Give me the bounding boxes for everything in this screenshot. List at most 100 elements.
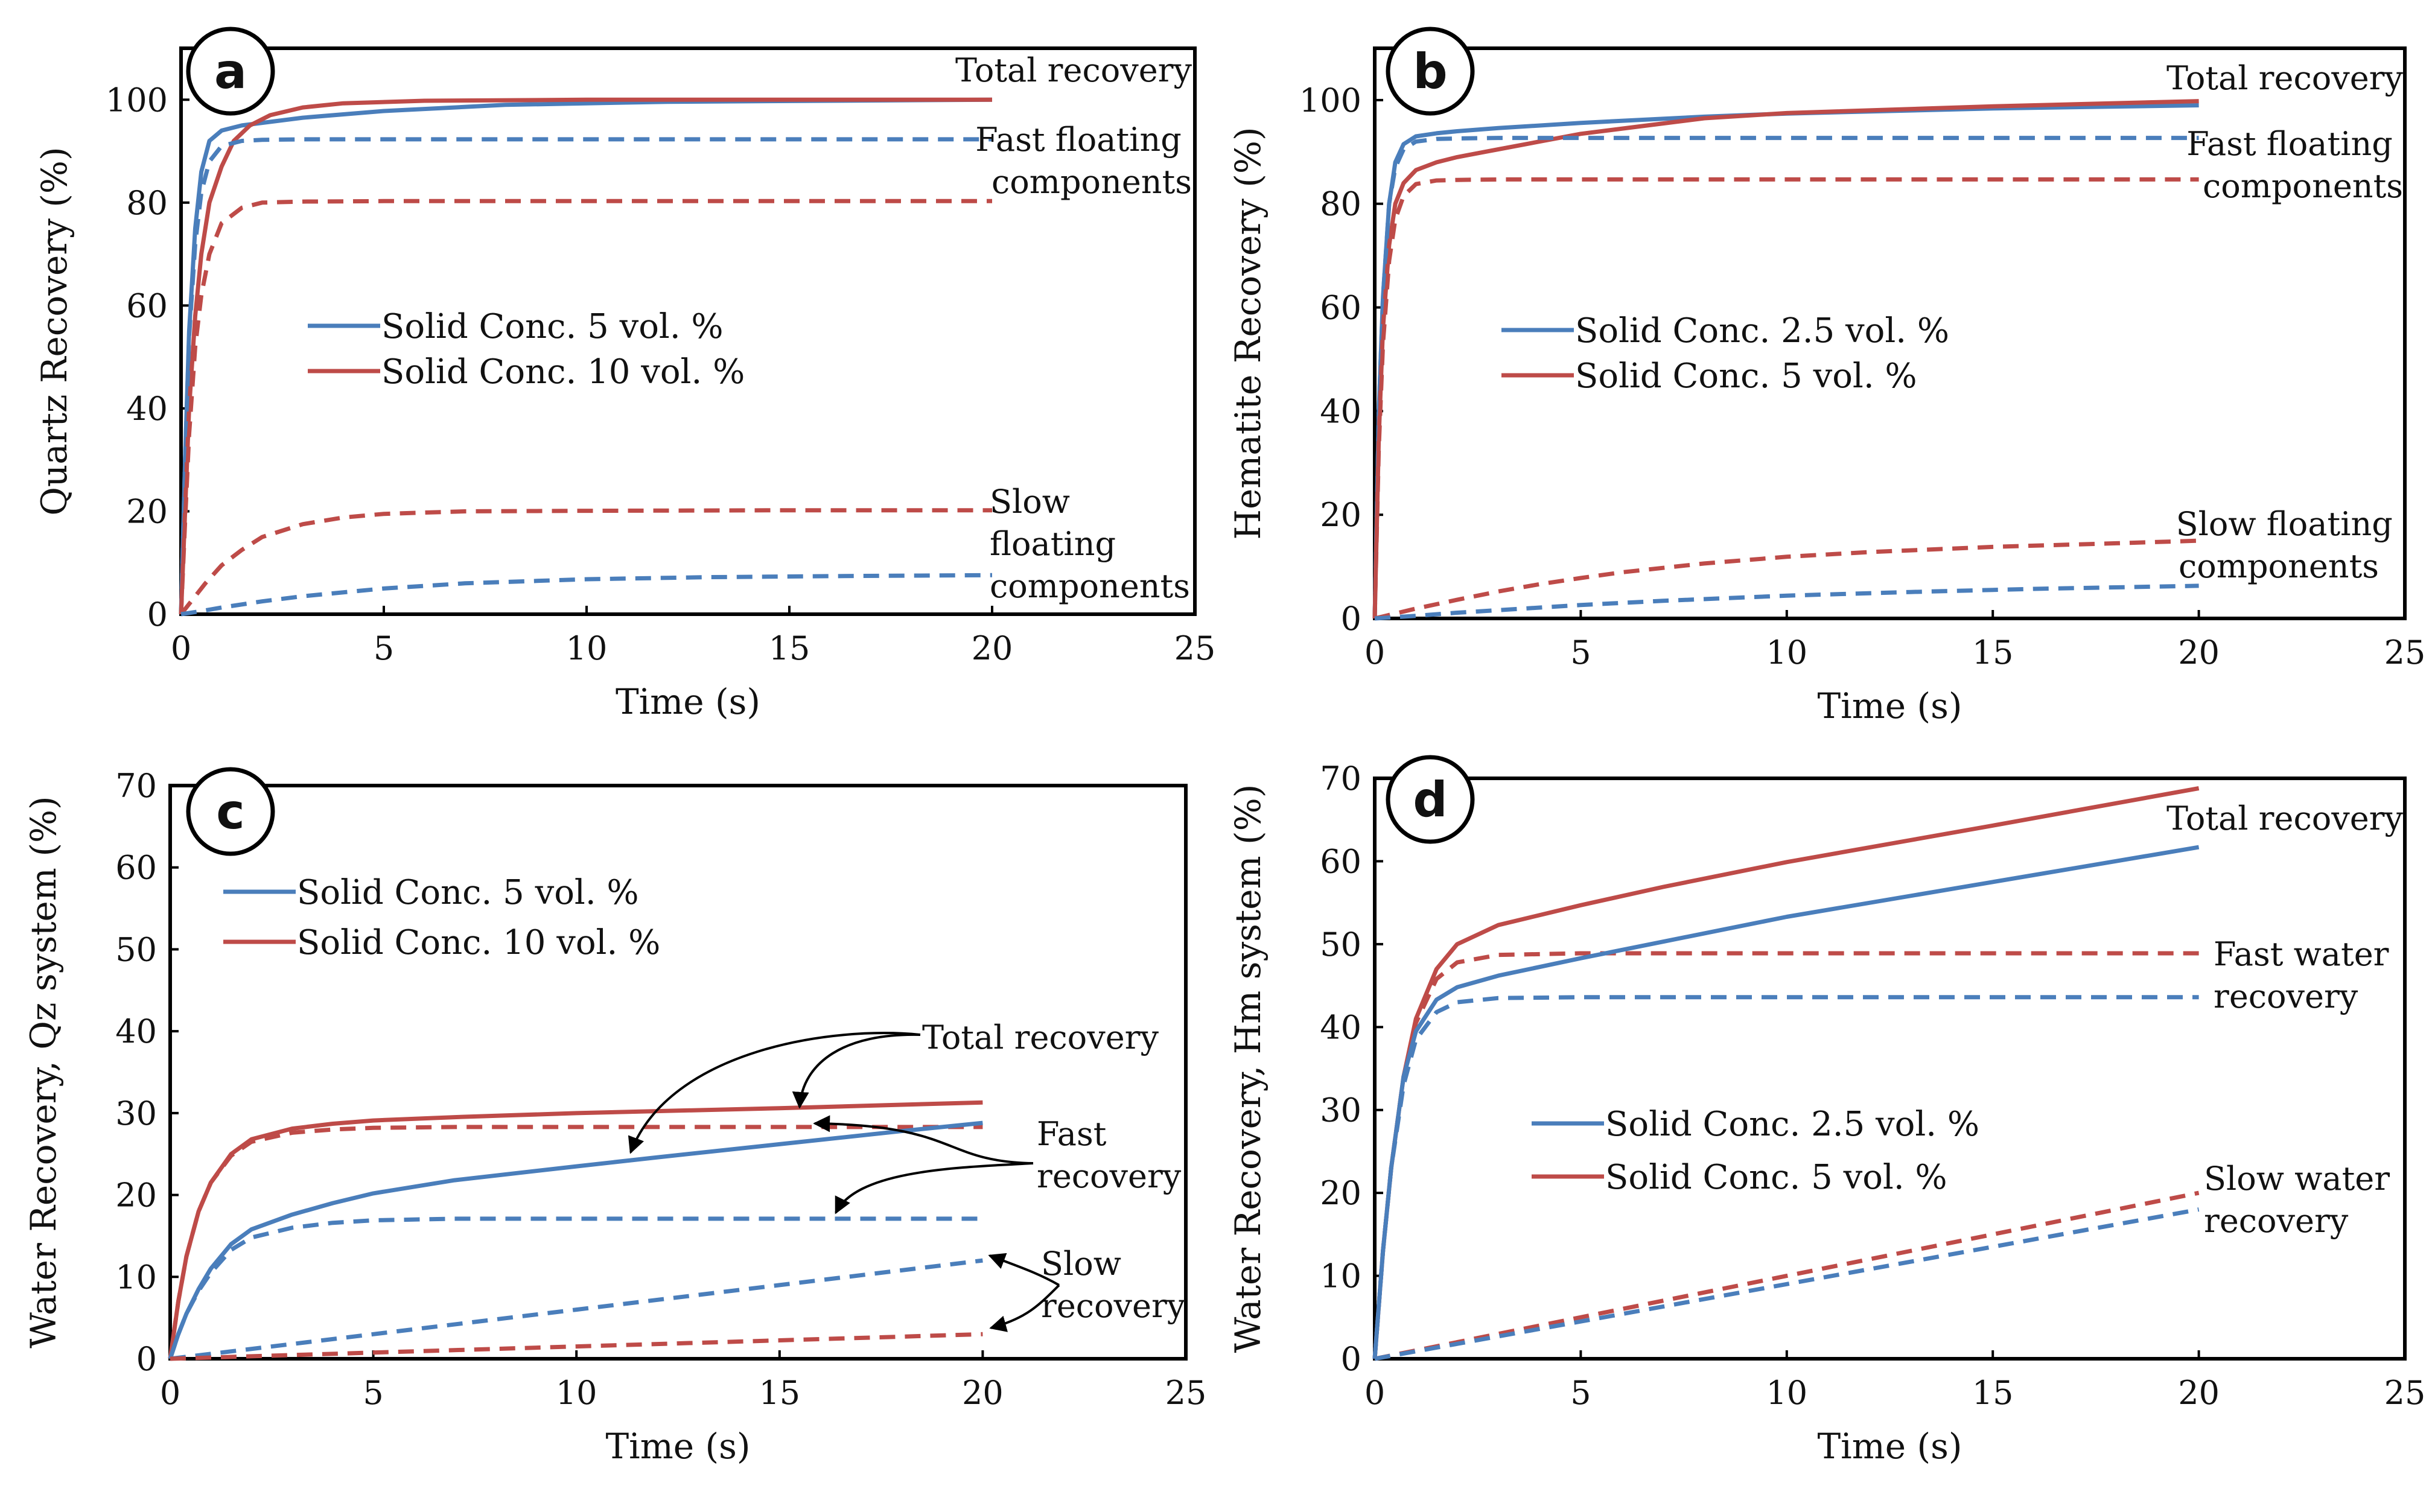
x-tick-label: 5 (363, 1374, 383, 1412)
annotations: Total recovery Fast floating components … (2166, 59, 2403, 585)
y-tick-label: 0 (1341, 600, 1361, 638)
y-tick-label: 10 (1320, 1257, 1361, 1295)
y-tick-label: 80 (126, 184, 168, 222)
x-axis-label: Time (s) (616, 681, 760, 722)
badge-circle (1386, 27, 1475, 116)
legend: Solid Conc. 2.5 vol. % Solid Conc. 5 vol… (1501, 311, 1949, 396)
legend-label: Solid Conc. 2.5 vol. % (1575, 311, 1949, 351)
panel-d: 0 5 10 15 20 25 0 10 20 30 40 50 60 70 Time (s) Water R… (1227, 755, 2425, 1467)
series-line-blue-dashed (180, 573, 993, 617)
annotation-total-recovery: Total recovery (922, 1018, 1159, 1056)
series-line-blue-dashed (168, 1216, 983, 1360)
series-line-red-dashed (1374, 538, 2199, 621)
x-axis-label: Time (s) (605, 1426, 750, 1467)
x-tick-label: 0 (1364, 634, 1385, 672)
annotation-fast-floating: Fast floating components (975, 121, 1192, 201)
x-tick-label: 25 (1165, 1374, 1207, 1412)
plot-area: 0 5 10 15 20 25 0 10 20 30 40 50 60 70 Time (s) Water R… (23, 767, 1206, 1467)
plot-frame (1373, 777, 2407, 1361)
plot-frame (179, 46, 1197, 616)
y-tick-label: 40 (1320, 392, 1361, 430)
y-tick-label: 80 (1320, 185, 1361, 223)
y-tick-label: 40 (1320, 1008, 1361, 1046)
plot-area: 0 5 10 15 20 25 0 20 40 60 80 100 Time (s) Quartz Rec… (34, 46, 1215, 722)
y-axis-label: Water Recovery, Hm system (%) (1227, 784, 1269, 1353)
x-tick-label: 5 (1570, 634, 1591, 672)
x-tick-label: 5 (374, 629, 394, 667)
badge-label: b (1413, 43, 1447, 100)
series-line-blue-dashed (170, 1258, 983, 1361)
y-tick-label: 10 (115, 1258, 157, 1296)
annotation-total-recovery: Total recovery (2166, 59, 2403, 97)
y-tick-label: 30 (1320, 1091, 1361, 1129)
arrow-fast-to-red (813, 1115, 1034, 1164)
annotation-fast-floating: Fast floating components (2186, 125, 2403, 205)
arrow-fast-to-blue (835, 1162, 1034, 1215)
legend: Solid Conc. 2.5 vol. % Solid Conc. 5 vol… (1532, 1105, 1979, 1197)
y-tick-label: 20 (115, 1177, 157, 1215)
annotation-fast-recovery: Fast recovery (1037, 1115, 1182, 1195)
annotation-slow-water: Slow water recovery (2204, 1160, 2400, 1240)
annotation-total-recovery: Total recovery (955, 51, 1192, 89)
series-line-red-dashed (168, 1125, 983, 1359)
panel-badge: d (1386, 755, 1475, 844)
legend: Solid Conc. 5 vol. % Solid Conc. 10 vol.… (308, 307, 745, 392)
annotation-total-recovery: Total recovery (2166, 799, 2403, 837)
series-line-red-dashed (1372, 951, 2199, 1359)
annotation-slow-recovery: Slow recovery (1041, 1245, 1186, 1325)
x-tick-label: 0 (171, 629, 191, 667)
legend-label: Solid Conc. 5 vol. % (1575, 357, 1917, 396)
legend: Solid Conc. 5 vol. % Solid Conc. 10 vol.… (223, 873, 660, 962)
x-tick-label: 0 (1364, 1374, 1385, 1412)
x-axis-label: Time (s) (1817, 685, 1962, 726)
y-tick-label: 20 (126, 492, 168, 530)
annotations: Total recovery Fast recovery Slow recove… (922, 1018, 1186, 1325)
badge-label: a (214, 43, 247, 100)
series-line-red-solid (168, 1100, 983, 1359)
annotation-slow-floating: Slow floating components (990, 483, 1190, 605)
series-line-red-dashed (1372, 177, 2199, 619)
series-line-blue-solid (168, 1120, 983, 1360)
y-axis-label: Water Recovery, Qz system (%) (23, 796, 64, 1348)
callout-arrows (628, 1032, 1060, 1332)
y-tick-label: 40 (115, 1012, 157, 1050)
series-line-red-dashed (179, 199, 992, 615)
series-line-blue-dashed (1372, 995, 2199, 1359)
x-tick-label: 15 (759, 1374, 800, 1412)
series-line-red-dashed (1374, 1190, 2200, 1361)
badge-label: d (1413, 772, 1447, 828)
series-line-blue-dashed (179, 137, 992, 615)
x-tick-label: 5 (1570, 1374, 1591, 1412)
badge-circle (186, 767, 275, 856)
legend-label: Solid Conc. 5 vol. % (297, 873, 639, 912)
y-tick-label: 20 (1320, 1174, 1361, 1212)
arrow-total-to-red (792, 1033, 921, 1109)
panel-c: 0 5 10 15 20 25 0 10 20 30 40 50 60 70 Time (s) Water R… (23, 767, 1206, 1467)
x-tick-label: 10 (1766, 634, 1807, 672)
y-axis-label: Hematite Recovery (%) (1227, 127, 1269, 539)
y-tick-label: 100 (1299, 81, 1361, 119)
series-line-red-solid (1372, 786, 2200, 1359)
y-tick-label: 50 (115, 930, 157, 968)
x-tick-label: 10 (1766, 1374, 1807, 1412)
x-tick-label: 15 (1972, 634, 2014, 672)
x-tick-label: 15 (1972, 1374, 2014, 1412)
legend-label: Solid Conc. 2.5 vol. % (1605, 1105, 1979, 1144)
x-tick-label: 20 (2178, 634, 2220, 672)
arrow-slow-to-blue (988, 1253, 1060, 1286)
panel-a: 0 5 10 15 20 25 0 20 40 60 80 100 Time (s) Quartz Rec… (34, 27, 1215, 722)
panel-badge: b (1386, 27, 1475, 116)
x-tick-label: 20 (972, 629, 1013, 667)
plot-frame (1373, 46, 2407, 620)
x-tick-label: 0 (160, 1374, 180, 1412)
x-tick-label: 15 (769, 629, 810, 667)
series-line-blue-dashed (1374, 1207, 2200, 1361)
panel-b: 0 5 10 15 20 25 0 20 40 60 80 100 Time (s) Hematite R… (1227, 27, 2425, 726)
annotation-slow-floating: Slow floating components (2176, 505, 2403, 585)
y-axis-label: Quartz Recovery (%) (34, 147, 75, 515)
panel-badge: c (186, 767, 275, 856)
y-tick-label: 50 (1320, 926, 1361, 964)
y-tick-label: 40 (126, 390, 168, 428)
y-tick-label: 20 (1320, 496, 1361, 534)
